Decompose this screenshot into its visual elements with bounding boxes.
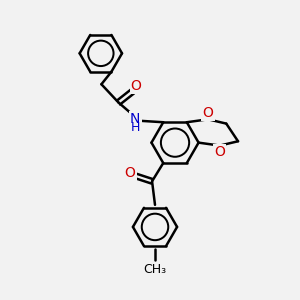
Text: N: N xyxy=(130,112,140,126)
Text: O: O xyxy=(131,79,142,93)
Text: O: O xyxy=(202,106,213,120)
Text: H: H xyxy=(130,121,140,134)
Text: CH₃: CH₃ xyxy=(143,263,167,276)
Text: O: O xyxy=(214,145,225,159)
Text: O: O xyxy=(124,166,135,180)
